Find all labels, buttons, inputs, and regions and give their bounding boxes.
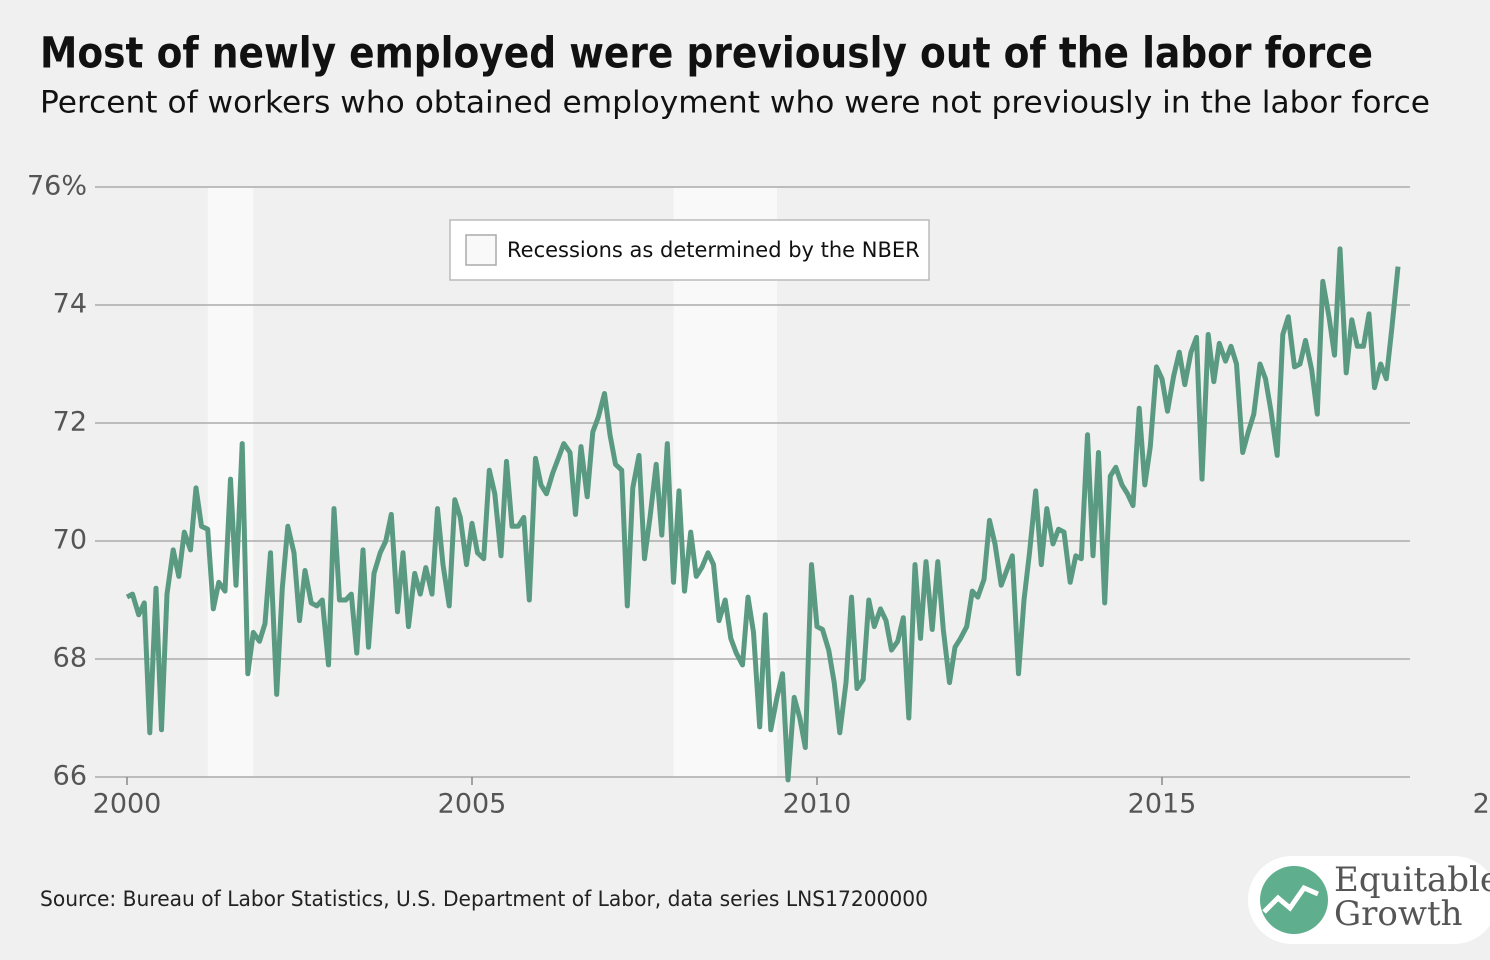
brand-name: Equitable (1334, 860, 1490, 900)
chart-title: Most of newly employed were previously o… (40, 29, 1373, 79)
y-tick-label: 70 (53, 525, 87, 556)
logo-icon-line (1262, 884, 1319, 914)
data-line (125, 246, 1401, 783)
y-tick-label: 76% (27, 171, 87, 202)
y-tick-label: 68 (53, 643, 87, 674)
x-tick-label: 2000 (93, 789, 162, 820)
x-tick-label: 2015 (1128, 789, 1197, 820)
y-tick-label: 72 (53, 407, 87, 438)
source-note: Source: Bureau of Labor Statistics, U.S.… (40, 887, 928, 911)
chart-subtitle: Percent of workers who obtained employme… (40, 86, 1430, 121)
legend-label: Recessions as determined by the NBER (507, 238, 920, 262)
legend-box (449, 219, 930, 281)
y-tick-label: 66 (53, 761, 87, 792)
legend-swatch (465, 234, 497, 266)
y-tick-label: 74 (53, 289, 87, 320)
legend: Recessions as determined by the NBER (449, 219, 930, 281)
x-tick-label: 2020 (1473, 789, 1490, 820)
brand-name: Growth (1334, 894, 1463, 934)
brand-logo: Equitable Growth (1248, 856, 1490, 944)
x-tick-label: 2010 (783, 789, 852, 820)
x-tick-label: 2005 (438, 789, 507, 820)
